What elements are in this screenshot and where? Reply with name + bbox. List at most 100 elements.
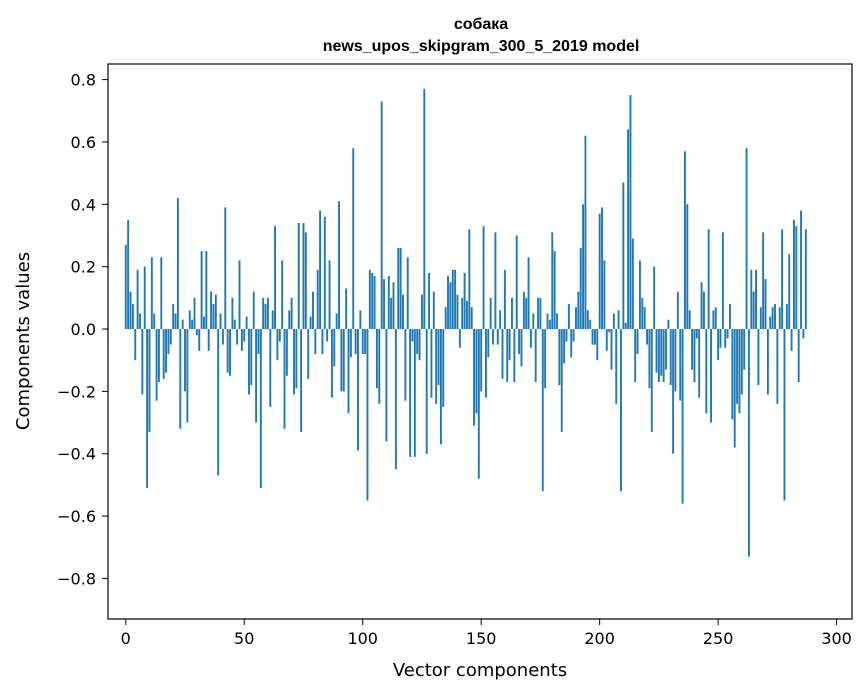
bar-13 [155,329,158,401]
bar-34 [205,251,208,330]
bar-36 [210,291,213,330]
bar-77 [307,329,310,379]
bar-78 [309,316,312,330]
bar-247 [710,329,712,423]
bar-164 [513,329,516,383]
bar-55 [255,329,258,423]
bar-143 [463,272,466,330]
bar-262 [745,148,748,330]
bar-285 [800,210,803,330]
bar-5 [136,269,139,330]
bar-248 [712,310,715,330]
bar-109 [383,279,385,330]
bar-250 [717,329,720,361]
bar-258 [736,329,739,404]
bar-267 [757,329,760,386]
x-tick-label: 300 [821,629,852,648]
bar-126 [423,88,426,330]
bar-269 [762,232,765,330]
bar-4 [134,329,137,361]
bar-137 [449,282,452,330]
bar-142 [461,297,464,330]
bar-130 [432,291,435,330]
bar-217 [638,260,641,330]
bar-43 [226,329,229,373]
bar-205 [610,329,613,370]
bar-18 [167,329,170,354]
bar-16 [162,329,165,379]
bar-122 [413,329,416,457]
bar-62 [271,310,274,330]
bar-52 [248,329,250,395]
bar-105 [373,276,376,330]
bar-15 [160,257,163,330]
bar-286 [802,329,805,339]
bar-215 [634,329,637,383]
bar-32 [200,251,203,330]
bar-212 [627,129,630,330]
y-tick-label: −0.4 [57,445,96,464]
bar-227 [662,329,665,383]
bar-185 [563,329,566,364]
y-ticks: −0.8 −0.6 −0.4 −0.2 0.0 0.2 0.4 0.6 0.8 [57,71,108,588]
bar-89 [335,313,338,330]
bar-219 [643,307,646,330]
bar-106 [375,329,378,389]
bar-6 [139,313,141,330]
bar-281 [790,329,793,351]
bar-103 [368,269,371,330]
bar-84 [323,216,326,330]
bar-110 [385,329,388,442]
bar-56 [257,329,260,354]
bar-177 [544,329,547,389]
bar-278 [783,329,786,501]
bar-129 [430,329,433,398]
bar-249 [714,307,717,330]
y-tick-label: 0.6 [71,133,96,152]
bar-244 [702,291,705,330]
bar-51 [245,316,248,330]
bar-65 [278,329,281,342]
bar-183 [558,329,561,386]
plot-frame [107,63,853,620]
bar-211 [624,322,627,330]
x-ticks: 0 50 100 150 200 250 300 [121,619,852,648]
bar-49 [240,329,243,351]
bar-24 [181,319,184,330]
bar-261 [743,329,746,370]
bar-26 [186,329,189,423]
bar-182 [556,313,558,330]
y-tick-label: −0.8 [57,569,96,588]
bar-23 [179,329,182,429]
bar-196 [589,319,592,330]
bar-53 [250,329,253,386]
bar-21 [174,313,177,330]
bar-45 [231,297,234,330]
bar-282 [793,219,795,330]
bar-7 [141,329,144,395]
bar-61 [269,329,272,407]
bar-132 [437,329,440,386]
bar-70 [290,297,293,330]
bar-75 [302,223,305,330]
x-tick-label: 100 [347,629,378,648]
bar-100 [361,329,364,354]
bar-166 [518,329,521,354]
bar-154 [489,297,492,330]
bar-8 [143,266,146,330]
bar-232 [674,329,677,392]
bar-27 [188,310,191,330]
bar-73 [297,223,300,330]
bar-66 [281,260,284,330]
bar-226 [660,329,663,376]
bar-46 [233,319,236,330]
bar-266 [755,269,757,330]
bar-107 [378,329,381,404]
bar-210 [622,182,625,330]
bar-128 [428,272,431,330]
bar-213 [629,95,632,330]
bar-116 [399,247,402,330]
bar-81 [316,269,319,330]
bar-165 [515,235,518,330]
bar-214 [631,238,634,330]
